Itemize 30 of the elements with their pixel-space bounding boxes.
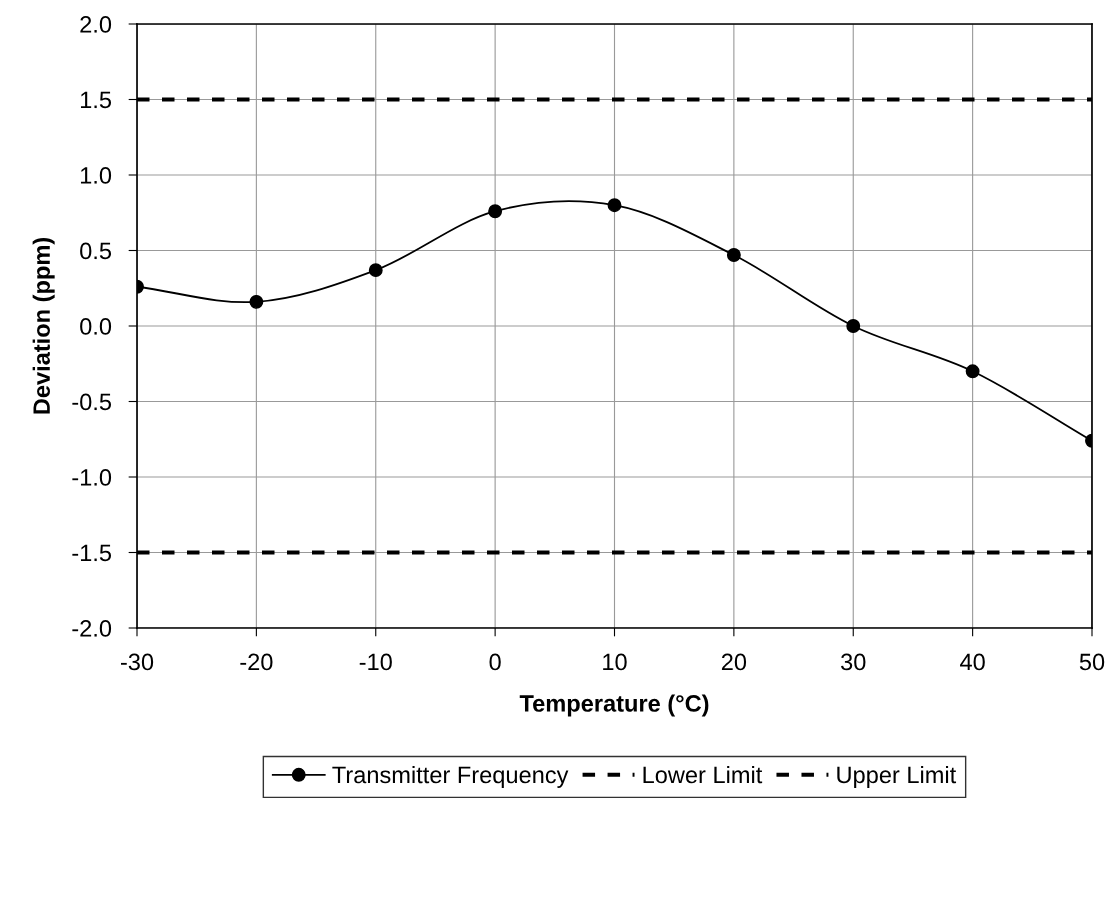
x-tick-label: -10 xyxy=(359,653,392,671)
x-tick-label: -30 xyxy=(120,653,154,671)
legend-label: Lower Limit xyxy=(643,765,763,784)
x-tick-label: 10 xyxy=(603,653,627,671)
legend-label: Transmitter Frequency xyxy=(332,765,569,788)
y-tick-label: -2.0 xyxy=(72,620,112,637)
point xyxy=(607,198,622,213)
y-tick-label: 0.0 xyxy=(80,318,112,335)
x-tick-label: 0 xyxy=(489,653,501,671)
point xyxy=(249,294,264,309)
y-tick-label: -1.0 xyxy=(72,469,112,486)
point xyxy=(965,364,980,379)
y-axis-title: Deviation (ppm) xyxy=(32,237,55,414)
point xyxy=(846,319,861,333)
x-axis-title: Temperature (°C) xyxy=(519,694,709,717)
point xyxy=(488,204,503,219)
y-tick-label: 1.5 xyxy=(80,91,112,109)
x-tick-label: 40 xyxy=(960,653,985,671)
y-tick-label: 2.0 xyxy=(80,16,112,33)
point xyxy=(726,248,741,262)
x-tick-label: 20 xyxy=(721,653,747,671)
x-tick-label: 30 xyxy=(841,653,866,671)
point xyxy=(368,263,383,278)
y-tick-label: -0.5 xyxy=(72,393,112,411)
x-tick-label: 50 xyxy=(1079,653,1105,671)
y-tick-label: 0.5 xyxy=(80,242,112,260)
y-tick-label: -1.5 xyxy=(72,544,112,562)
y-tick-label: 1.0 xyxy=(80,167,112,184)
x-tick-label: -20 xyxy=(240,653,273,671)
legend-label: Upper Limit xyxy=(837,765,957,788)
